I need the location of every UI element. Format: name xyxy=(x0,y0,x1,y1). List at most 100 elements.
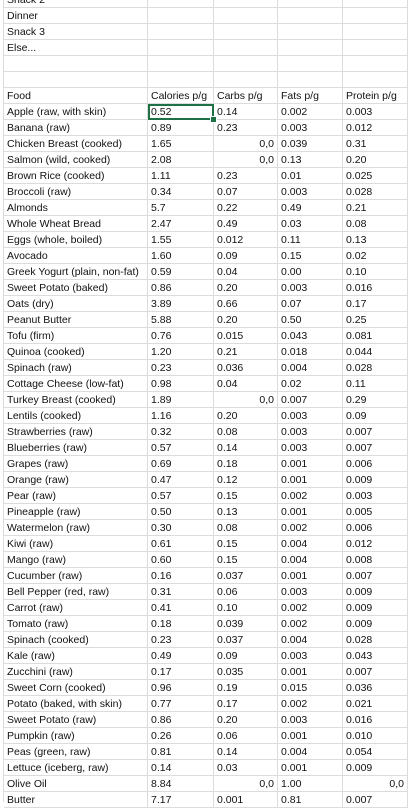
value-cell[interactable]: 0.30 xyxy=(148,520,214,536)
food-name-cell[interactable]: Oats (dry) xyxy=(4,296,148,312)
value-cell[interactable]: 0.001 xyxy=(278,456,343,472)
empty-cell[interactable] xyxy=(278,8,343,24)
food-name-cell[interactable]: Potato (baked, with skin) xyxy=(4,696,148,712)
food-name-cell[interactable]: Cucumber (raw) xyxy=(4,568,148,584)
empty-cell[interactable] xyxy=(278,72,343,88)
top-label-cell[interactable] xyxy=(4,56,148,72)
food-name-cell[interactable]: Strawberries (raw) xyxy=(4,424,148,440)
value-cell[interactable]: 0.028 xyxy=(343,360,408,376)
value-cell[interactable]: 0.003 xyxy=(278,712,343,728)
value-cell[interactable]: 0.89 xyxy=(148,120,214,136)
header-cell[interactable]: Fats p/g xyxy=(278,88,343,104)
value-cell[interactable]: 0.29 xyxy=(343,392,408,408)
value-cell[interactable]: 0.004 xyxy=(278,360,343,376)
value-cell[interactable]: 0.028 xyxy=(343,184,408,200)
value-cell[interactable]: 0.21 xyxy=(343,200,408,216)
value-cell[interactable]: 0.11 xyxy=(278,232,343,248)
value-cell[interactable]: 1.20 xyxy=(148,344,214,360)
value-cell[interactable]: 0.34 xyxy=(148,184,214,200)
value-cell[interactable]: 0.044 xyxy=(343,344,408,360)
value-cell[interactable]: 0.66 xyxy=(214,296,278,312)
value-cell[interactable]: 0.23 xyxy=(214,120,278,136)
food-name-cell[interactable]: Pineapple (raw) xyxy=(4,504,148,520)
value-cell[interactable]: 0.001 xyxy=(278,472,343,488)
value-cell[interactable]: 0.007 xyxy=(343,424,408,440)
empty-cell[interactable] xyxy=(214,8,278,24)
value-cell[interactable]: 0.20 xyxy=(214,312,278,328)
value-cell[interactable]: 0.04 xyxy=(214,376,278,392)
value-cell[interactable]: 0,0 xyxy=(214,392,278,408)
selected-cell[interactable]: 0.52 xyxy=(148,104,214,120)
value-cell[interactable]: 0.002 xyxy=(278,600,343,616)
value-cell[interactable]: 0.025 xyxy=(343,168,408,184)
top-label-cell[interactable]: Snack 2 xyxy=(4,0,148,8)
food-name-cell[interactable]: Kiwi (raw) xyxy=(4,536,148,552)
food-name-cell[interactable]: Chicken Breast (cooked) xyxy=(4,136,148,152)
value-cell[interactable]: 0.004 xyxy=(278,552,343,568)
value-cell[interactable]: 0.49 xyxy=(148,648,214,664)
value-cell[interactable]: 1.89 xyxy=(148,392,214,408)
value-cell[interactable]: 2.47 xyxy=(148,216,214,232)
food-name-cell[interactable]: Kale (raw) xyxy=(4,648,148,664)
value-cell[interactable]: 0.002 xyxy=(278,488,343,504)
food-name-cell[interactable]: Zucchini (raw) xyxy=(4,664,148,680)
empty-cell[interactable] xyxy=(278,56,343,72)
empty-cell[interactable] xyxy=(278,24,343,40)
top-label-cell[interactable] xyxy=(4,72,148,88)
value-cell[interactable]: 0.09 xyxy=(214,248,278,264)
value-cell[interactable]: 0,0 xyxy=(343,776,408,792)
value-cell[interactable]: 0.23 xyxy=(148,360,214,376)
value-cell[interactable]: 0.02 xyxy=(278,376,343,392)
food-name-cell[interactable]: Tofu (firm) xyxy=(4,328,148,344)
food-name-cell[interactable]: Whole Wheat Bread xyxy=(4,216,148,232)
value-cell[interactable]: 0.69 xyxy=(148,456,214,472)
food-name-cell[interactable]: Bell Pepper (red, raw) xyxy=(4,584,148,600)
value-cell[interactable]: 0.25 xyxy=(343,312,408,328)
food-name-cell[interactable]: Quinoa (cooked) xyxy=(4,344,148,360)
food-name-cell[interactable]: Orange (raw) xyxy=(4,472,148,488)
value-cell[interactable]: 0.015 xyxy=(278,680,343,696)
value-cell[interactable]: 0.86 xyxy=(148,712,214,728)
value-cell[interactable]: 2.08 xyxy=(148,152,214,168)
value-cell[interactable]: 0.07 xyxy=(278,296,343,312)
value-cell[interactable]: 0.81 xyxy=(278,792,343,808)
empty-cell[interactable] xyxy=(343,56,408,72)
empty-cell[interactable] xyxy=(148,72,214,88)
food-name-cell[interactable]: Watermelon (raw) xyxy=(4,520,148,536)
value-cell[interactable]: 0.012 xyxy=(343,120,408,136)
food-name-cell[interactable]: Sweet Potato (raw) xyxy=(4,712,148,728)
value-cell[interactable]: 0.09 xyxy=(343,408,408,424)
value-cell[interactable]: 0.007 xyxy=(278,392,343,408)
value-cell[interactable]: 0.004 xyxy=(278,536,343,552)
value-cell[interactable]: 1.00 xyxy=(278,776,343,792)
empty-cell[interactable] xyxy=(343,40,408,56)
food-name-cell[interactable]: Lentils (cooked) xyxy=(4,408,148,424)
value-cell[interactable]: 0.002 xyxy=(278,696,343,712)
value-cell[interactable]: 0.003 xyxy=(278,280,343,296)
value-cell[interactable]: 0.20 xyxy=(214,712,278,728)
value-cell[interactable]: 0.007 xyxy=(343,792,408,808)
value-cell[interactable]: 0.036 xyxy=(214,360,278,376)
empty-cell[interactable] xyxy=(148,8,214,24)
value-cell[interactable]: 0.012 xyxy=(343,536,408,552)
value-cell[interactable]: 0.02 xyxy=(343,248,408,264)
value-cell[interactable]: 0.009 xyxy=(343,472,408,488)
value-cell[interactable]: 0.007 xyxy=(343,568,408,584)
value-cell[interactable]: 0.31 xyxy=(148,584,214,600)
value-cell[interactable]: 0.003 xyxy=(278,440,343,456)
value-cell[interactable]: 0.009 xyxy=(343,760,408,776)
value-cell[interactable]: 0.20 xyxy=(343,152,408,168)
value-cell[interactable]: 0.008 xyxy=(343,552,408,568)
value-cell[interactable]: 0.001 xyxy=(278,504,343,520)
value-cell[interactable]: 0.081 xyxy=(343,328,408,344)
value-cell[interactable]: 0.57 xyxy=(148,488,214,504)
food-name-cell[interactable]: Almonds xyxy=(4,200,148,216)
value-cell[interactable]: 0.13 xyxy=(278,152,343,168)
empty-cell[interactable] xyxy=(343,72,408,88)
empty-cell[interactable] xyxy=(343,0,408,8)
value-cell[interactable]: 0.012 xyxy=(214,232,278,248)
food-name-cell[interactable]: Carrot (raw) xyxy=(4,600,148,616)
value-cell[interactable]: 0.19 xyxy=(214,680,278,696)
food-name-cell[interactable]: Sweet Potato (baked) xyxy=(4,280,148,296)
